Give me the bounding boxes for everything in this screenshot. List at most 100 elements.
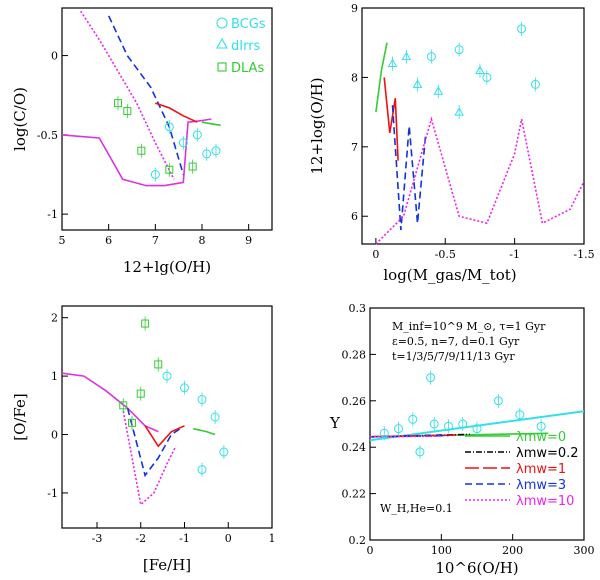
oh-gas-series-lambda10 [375, 116, 585, 245]
oh-gas-ytick-label: 6 [351, 210, 358, 223]
panel-ofe-feh-frame [61, 305, 273, 529]
ofe-feh-point-circle [197, 465, 207, 475]
co-oh-series-lambda3 [107, 15, 185, 175]
co-oh-point-square [188, 162, 197, 171]
oh-gas-point-triangle [401, 51, 412, 61]
ofe-feh-ytick-label: 2 [51, 312, 58, 325]
y-oh-point-circle [394, 424, 404, 434]
co-oh-ytick-label: -0.5 [37, 129, 58, 142]
ofe-feh-ytick-label: -1 [47, 487, 58, 500]
panel-oh-gas-frame [361, 7, 585, 245]
co-oh-series-lambda10 [80, 10, 175, 180]
co-oh-xtick-label: 8 [199, 234, 206, 247]
co-oh-point-square [137, 146, 146, 155]
oh-gas-point-circle [530, 79, 540, 89]
y-oh-ytick-label: 0.24 [342, 441, 367, 454]
co-oh-series-base [61, 118, 212, 187]
ofe-feh-xtick-label: 0 [225, 532, 232, 545]
ofe-feh-series-lambda3 [126, 407, 181, 478]
co-oh-point-circle [211, 146, 221, 156]
legend-dlas-marker [217, 62, 227, 72]
ofe-feh-series-lambda10 [122, 411, 177, 507]
y-oh-xtick-label: 300 [574, 544, 595, 557]
ofe-feh-xtick-label: 1 [269, 532, 276, 545]
y-oh-point-circle [426, 373, 436, 383]
co-oh-xtick-label: 9 [245, 234, 252, 247]
co-oh-xtick-label: 6 [105, 234, 112, 247]
ofe-feh-ytick-label: 0 [51, 429, 58, 442]
co-oh-ytick-label: 0 [51, 50, 58, 63]
oh-gas-xtick-label: -0.5 [435, 248, 456, 261]
ofe-feh-ylabel: [O/Fe] [11, 393, 29, 441]
y-oh-point-circle [379, 428, 389, 438]
legend-dirrs-marker [216, 37, 228, 49]
panel-y-oh-frame [369, 307, 585, 541]
legend-dirrs: dIrrs [231, 39, 261, 54]
y-oh-series-lambda1 [369, 434, 456, 438]
ofe-feh-series-lambda1 [144, 425, 185, 448]
co-oh-point-square [123, 107, 132, 116]
legend-bcgs: BCGs [231, 17, 266, 32]
oh-gas-point-triangle [433, 86, 444, 95]
y-oh-point-circle [429, 419, 439, 429]
y-oh-ytick-label: 0.26 [342, 395, 367, 408]
ofe-feh-xlabel: [Fe/H] [143, 556, 191, 574]
co-oh-ylabel: log(C/O) [11, 87, 29, 151]
ofe-feh-ytick-label: 1 [51, 370, 58, 383]
oh-gas-point-triangle [454, 107, 464, 116]
ofe-feh-point-circle [162, 371, 172, 381]
y-oh-ytick-label: 0.28 [342, 348, 367, 361]
co-oh-xtick-label: 7 [152, 234, 159, 247]
oh-gas-ytick-label: 7 [351, 141, 358, 154]
oh-gas-xtick-label: -1 [509, 248, 520, 261]
y-oh-ytick-label: 0.2 [349, 534, 367, 547]
ofe-feh-point-square [141, 319, 150, 328]
co-oh-xlabel: 12+lg(O/H) [123, 258, 211, 276]
oh-gas-ytick-label: 8 [351, 71, 358, 84]
oh-gas-xtick-label: 0 [372, 248, 379, 261]
y-oh-point-circle [493, 396, 503, 406]
y-oh-xlabel: 10^6(O/H) [435, 559, 518, 577]
ofe-feh-xtick-label: -3 [92, 532, 103, 545]
ofe-feh-point-square [136, 389, 145, 398]
y-oh-xtick-label: 200 [502, 544, 523, 557]
legend-label-3: λmw=3 [516, 478, 566, 493]
legend-bcgs-marker [216, 17, 228, 29]
ofe-feh-series-base [61, 372, 159, 433]
panel-y-oh: 10^6(O/H) Y 0 100 200 300 0.2 0.22 0.24 0.26 0.2… [329, 302, 594, 577]
y-oh-ytick-label: 0.22 [342, 488, 367, 501]
oh-gas-xlabel: log(M_gas/M_tot) [383, 266, 516, 284]
ofe-feh-series-lambda0 [193, 427, 216, 436]
oh-gas-point-circle [482, 72, 492, 82]
y-oh-point-circle [536, 421, 546, 431]
oh-gas-series-lambda3 [391, 105, 427, 231]
co-oh-point-square [114, 99, 122, 108]
legend-label-2: λmw=1 [516, 462, 566, 477]
y-oh-xtick-label: 0 [367, 544, 374, 557]
legend-dlas: DLAs [231, 61, 264, 76]
y-oh-ylabel: Y [329, 414, 341, 432]
ofe-feh-xtick-label: -1 [179, 532, 190, 545]
ofe-feh-point-square [119, 401, 128, 410]
annot-params-2: ε=0.5, n=7, d=0.1 Gyr [392, 335, 520, 348]
legend-label-0: λmw=0 [516, 430, 566, 445]
y-oh-xtick-label: 100 [431, 544, 452, 557]
annot-params-3: t=1/3/5/7/9/11/13 Gyr [392, 350, 515, 363]
ofe-feh-point-square [128, 418, 136, 427]
co-oh-ytick-label: -1 [47, 208, 58, 221]
ofe-feh-point-circle [180, 383, 189, 393]
panel-co-oh-frame [61, 7, 273, 231]
y-oh-point-circle [408, 414, 418, 424]
y-oh-point-circle [515, 410, 525, 420]
oh-gas-point-circle [426, 52, 436, 62]
legend-label-4: λmw=10 [516, 494, 574, 509]
ofe-feh-point-circle [197, 394, 207, 404]
panel-ofe-feh: [Fe/H] [O/Fe] -3 -2 -1 0 1 -1 0 1 2 [11, 305, 276, 574]
panel-co-oh: 12+lg(O/H) log(C/O) 5 6 7 8 9 -1 -0.5 0 BCGs dI… [11, 7, 273, 276]
oh-gas-ylabel: 12+log(O/H) [308, 77, 326, 174]
co-oh-series-lambda1 [155, 102, 198, 123]
oh-gas-ytick-label: 9 [351, 2, 358, 15]
oh-gas-point-circle [454, 45, 464, 55]
ofe-feh-point-circle [219, 447, 229, 457]
oh-gas-point-circle [517, 24, 527, 34]
